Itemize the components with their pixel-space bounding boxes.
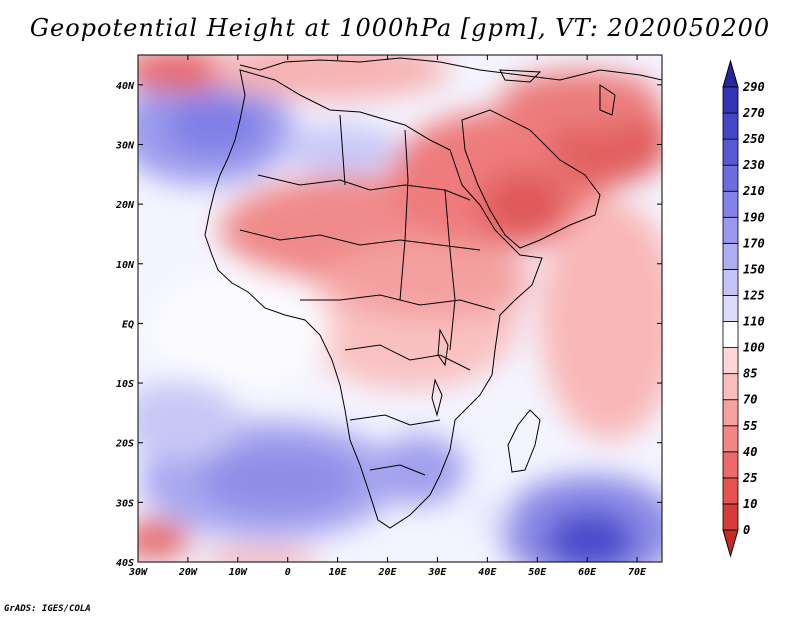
lat-tick-label: 10N [116,260,135,271]
colorbar-segment [722,451,739,479]
lat-tick-label: 20S [115,439,134,450]
colorbar-label: 55 [743,419,757,433]
colorbar-label: 125 [743,288,765,302]
lat-tick-label: 20N [115,200,135,211]
colorbar-segment [722,242,739,270]
lon-tick-label: 30W [128,567,148,578]
colorbar-label: 25 [742,471,757,485]
colorbar-label: 270 [742,106,765,120]
lon-tick-label: 70E [628,567,647,578]
colorbar-label: 40 [743,445,757,459]
colorbar-segment [722,347,739,375]
colorbar-segment [722,164,739,192]
colorbar-label: 70 [743,393,757,407]
lon-tick-label: 20E [377,567,397,578]
colorbar-over-arrow [722,59,739,88]
colorbar-label: 10 [743,497,757,511]
colorbar-segment [722,425,739,453]
lon-tick-label: 10E [329,567,348,578]
colorbar-segment [722,216,739,244]
latitude-axis: 40S 30S 20S 10S EQ 10N 20N 30N 40N [115,81,662,569]
lon-tick-label: 50E [528,567,547,578]
colorbar-segment [722,399,739,427]
plot-frame [137,54,663,563]
lat-tick-label: EQ [122,319,134,330]
colorbar-segment [722,269,739,296]
colorbar-segment [722,373,739,401]
lat-tick-label: 40S [116,558,134,569]
colorbar-segment [722,503,739,531]
colorbar-label: 100 [743,341,765,355]
lon-tick-label: 40E [478,567,497,578]
colorbar-segment [722,321,739,348]
colorbar-label: 290 [742,80,765,94]
colorbar-segment [722,477,739,505]
lat-tick-label: 30S [115,498,134,509]
colorbar: 0 10 25 40 55 70 85 100 110 125 150 170 190 210 230 250… [722,59,765,558]
lat-tick-label: 10S [116,379,134,390]
colorbar-label: 150 [743,262,765,276]
colorbar-segment [722,112,739,140]
colorbar-label: 0 [743,523,750,537]
lon-tick-label: 10W [229,567,248,578]
colorbar-segment [722,86,739,114]
colorbar-label: 85 [743,367,757,381]
lat-tick-label: 40N [116,81,135,92]
lon-tick-label: 0 [285,567,291,578]
colorbar-segment [722,295,739,322]
colorbar-label: 110 [743,315,765,329]
lat-tick-label: 30N [115,140,135,151]
colorbar-segment [722,138,739,166]
colorbar-label: 170 [743,236,765,250]
lon-tick-label: 20W [178,567,198,578]
colorbar-label: 250 [742,132,765,146]
coastlines [204,57,662,529]
colorbar-segment [722,190,739,218]
colorbar-label: 210 [742,184,765,198]
longitude-axis: 30W 20W 10W 0 10E 20E 30E 40E 50E 60E 70E [128,55,647,578]
colorbar-label: 190 [743,210,765,224]
chart-title: Geopotential Height at 1000hPa [gpm], VT… [29,14,771,42]
map-plot-area [138,55,662,562]
credit-label: GrADS: IGES/COLA [4,604,91,614]
lon-tick-label: 30E [427,567,447,578]
colorbar-under-arrow [722,529,739,558]
height-field [138,55,662,562]
lon-tick-label: 60E [578,567,597,578]
colorbar-label: 230 [742,158,765,172]
